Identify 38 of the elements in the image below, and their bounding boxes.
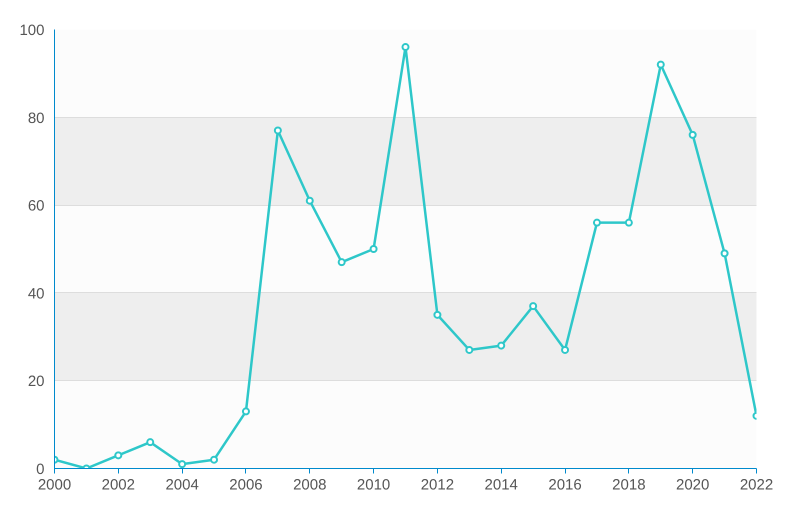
point xyxy=(624,218,633,227)
x-tick-label: 2008 xyxy=(293,476,326,494)
x-tick-label: 2000 xyxy=(38,476,72,494)
point xyxy=(592,218,601,227)
y-tick-label: 0 xyxy=(36,461,44,478)
y-tick-label: 80 xyxy=(28,110,45,127)
x-tick-label: 2012 xyxy=(420,476,454,494)
x-tick-label: 2014 xyxy=(484,476,518,494)
point xyxy=(497,342,506,350)
x-tick-label: 2006 xyxy=(229,476,263,494)
y-tick-label: 60 xyxy=(28,198,45,215)
x-tick-label: 2018 xyxy=(612,476,646,494)
point xyxy=(433,310,442,319)
point xyxy=(688,130,697,139)
x-tick-label: 2004 xyxy=(165,476,199,494)
point xyxy=(529,302,538,310)
point xyxy=(402,43,410,52)
point xyxy=(465,346,474,354)
point xyxy=(242,407,250,416)
point xyxy=(720,249,729,258)
y-tick-label: 20 xyxy=(28,373,45,390)
point xyxy=(370,245,378,253)
point xyxy=(306,196,314,205)
x-tick-label: 2022 xyxy=(740,476,774,494)
x-tick-label: 2020 xyxy=(676,476,710,494)
point xyxy=(338,258,346,266)
point xyxy=(114,451,122,460)
point xyxy=(561,346,570,354)
x-tick-label: 2002 xyxy=(102,476,136,494)
y-tick-label: 100 xyxy=(19,22,45,39)
point xyxy=(656,60,665,69)
y-tick-label: 40 xyxy=(28,285,45,302)
point xyxy=(146,438,154,446)
x-tick-label: 2016 xyxy=(548,476,582,494)
x-tick-label: 2010 xyxy=(356,476,390,494)
point xyxy=(178,460,186,468)
point xyxy=(210,456,218,464)
point xyxy=(274,126,282,134)
